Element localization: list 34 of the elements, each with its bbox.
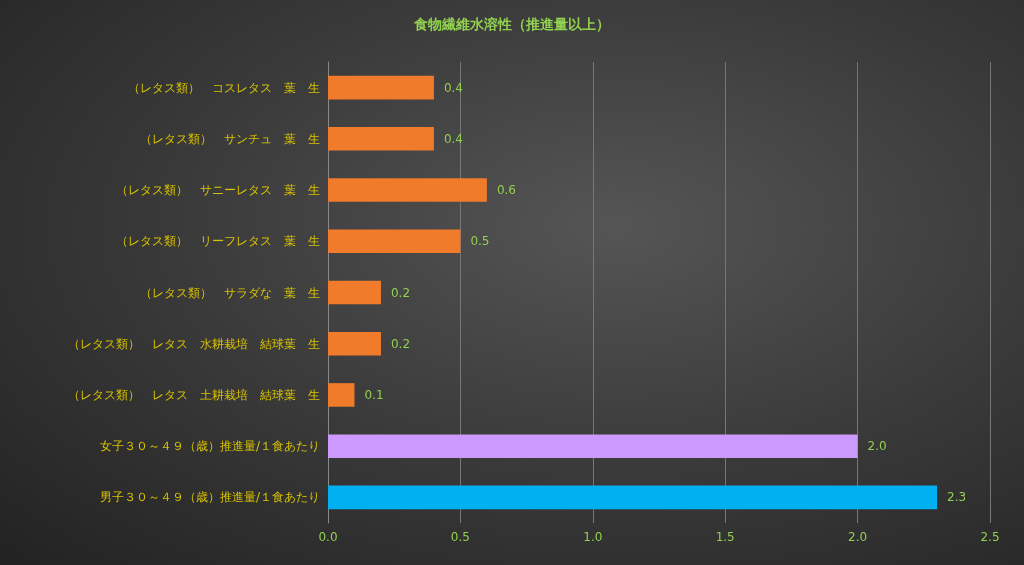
x-tick-label: 0.5 xyxy=(450,530,470,544)
bar xyxy=(328,434,858,458)
bar xyxy=(328,229,461,254)
x-tick-label: 0.0 xyxy=(318,530,338,544)
bar xyxy=(328,178,487,202)
y-tick-label: （レタス類） サラダな 葉 生 xyxy=(140,285,320,300)
data-label: 2.3 xyxy=(947,490,967,505)
y-tick-label: （レタス類） コスレタス 葉 生 xyxy=(128,80,320,95)
data-label: 0.4 xyxy=(443,131,464,146)
bar xyxy=(328,280,381,305)
data-label: 0.4 xyxy=(443,80,464,95)
y-tick-label: （レタス類） サンチュ 葉 生 xyxy=(140,131,320,146)
data-label: 0.2 xyxy=(390,285,411,300)
y-tick-label: 男子３０～４９（歳）推進量/１食あたり xyxy=(99,490,320,505)
x-tick-label: 1.0 xyxy=(583,530,603,544)
bar xyxy=(328,127,434,151)
chart-title: 食物繊維水溶性（推進量以上） xyxy=(413,16,610,32)
data-label: 0.6 xyxy=(496,183,516,198)
x-tick-label: 1.5 xyxy=(715,530,735,544)
x-tick-label: 2.0 xyxy=(848,530,868,544)
bar xyxy=(328,331,381,356)
y-tick-label: （レタス類） レタス 水耕栽培 結球葉 生 xyxy=(68,336,320,351)
y-tick-label: （レタス類） リーフレタス 葉 生 xyxy=(116,234,320,249)
y-tick-label: （レタス類） レタス 土耕栽培 結球葉 生 xyxy=(68,387,320,402)
data-label: 0.2 xyxy=(390,336,411,351)
bar xyxy=(328,383,355,407)
data-label: 0.5 xyxy=(470,234,490,249)
bar xyxy=(328,485,938,510)
data-label: 0.1 xyxy=(364,387,384,402)
y-tick-label: （レタス類） サニーレタス 葉 生 xyxy=(116,183,320,198)
bar xyxy=(328,75,434,100)
y-tick-label: 女子３０～４９（歳）推進量/１食あたり xyxy=(99,439,320,454)
data-label: 2.0 xyxy=(867,439,887,454)
x-tick-label: 2.5 xyxy=(980,530,1000,544)
